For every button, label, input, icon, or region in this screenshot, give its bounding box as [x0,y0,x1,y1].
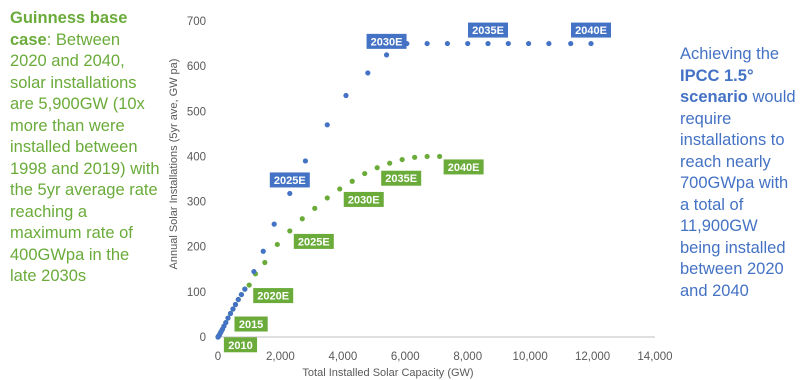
y-tick-label: 500 [187,106,206,118]
x-tick-label: 6,000 [391,351,420,363]
ipcc-point [230,306,236,312]
base-case-year-label: 2020E [257,291,289,303]
ipcc-point [223,319,229,326]
base-case-point [349,178,355,184]
base-case-point [337,186,343,192]
ipcc-year-label: 2025E [274,175,306,187]
base-case-point [262,259,268,266]
ipcc-point [232,301,239,308]
base-case-year-label-box [293,233,334,249]
base-case-year-label-box [253,288,294,304]
base-case-point [437,153,443,160]
ipcc-point [235,296,241,303]
x-axis-title: Total Installed Solar Capacity (GW) [302,367,473,379]
x-tick-label: 2,000 [266,351,295,363]
base-case-year-label: 2035E [385,173,417,185]
base-case-year-label-box [443,159,484,175]
y-tick-label: 200 [187,242,206,254]
ipcc-note: Achieving the IPCC 1.5° scenario would r… [680,44,800,302]
ipcc-point [251,268,257,275]
ipcc-point [465,40,471,47]
base-case-point [362,170,368,177]
base-case-point [374,165,380,171]
ipcc-scenario-term: IPCC 1.5° scenario [680,66,754,107]
ipcc-point [424,40,430,47]
ipcc-point [260,248,266,254]
ipcc-point [444,40,451,47]
ipcc-point [365,70,371,76]
base-case-year-label-box [381,170,422,186]
ipcc-point [238,291,245,298]
ipcc-point [525,40,532,47]
ipcc-point [324,122,330,128]
base-case-year-label: 2010 [228,340,252,352]
base-case-point [274,241,280,248]
base-case-point [246,282,252,288]
base-case-note: Guinness base case: Between 2020 and 204… [10,8,160,288]
ipcc-point [287,190,293,197]
ipcc-point [588,40,594,47]
y-tick-label: 100 [187,287,206,299]
base-case-year-label: 2030E [348,194,380,206]
base-case-point [324,195,330,201]
base-case-year-label-box [234,316,268,332]
base-case-year-label-box [223,337,258,353]
ipcc-point [546,40,552,47]
y-tick-label: 700 [187,16,206,28]
x-tick-label: 14,000 [637,351,672,363]
base-case-year-label: 2040E [448,162,480,174]
ipcc-point [302,158,308,164]
base-case-point [412,154,418,160]
ipcc-point [242,286,248,292]
base-case-point [299,216,305,222]
base-case-heading: Guinness base case [10,9,128,49]
x-tick-label: 8,000 [453,351,482,363]
base-case-point [312,205,318,211]
data-labels: 2010 2015 2020E 2025E 2030E 2035E 2040E 2025E 20… [223,22,612,353]
y-tick-label: 400 [187,151,206,163]
ipcc-point [505,40,511,47]
base-case-point [287,228,293,234]
x-tick-label: 10,000 [513,351,548,363]
data-points [215,40,594,340]
ipcc-point [227,310,234,317]
y-tick-label: 600 [187,61,206,73]
axes: 0 100 200 300 400 500 600 700 0 2,000 4,000 6,000 8,… [187,16,673,363]
ipcc-point [225,315,231,321]
ipcc-year-label: 2040E [575,25,607,37]
base-case-year-label-box [343,191,384,207]
ipcc-point [485,40,491,47]
base-case-text: : Between 2020 and 2040, solar installat… [10,30,160,286]
x-tick-label: 4,000 [328,351,357,363]
ipcc-text-end: would require installations to reach nea… [680,88,796,300]
y-axis-title: Annual Solar Installations (5yr ave, GW … [168,59,180,270]
ipcc-year-label: 2035E [472,25,504,37]
base-case-year-label: 2015 [239,319,263,331]
ipcc-point [383,52,390,58]
y-tick-label: 300 [187,197,206,209]
ipcc-year-label-box [366,33,407,49]
ipcc-point [271,221,277,227]
ipcc-point [568,40,574,47]
ipcc-year-label-box [571,22,612,38]
x-tick-label: 0 [215,351,221,363]
x-tick-label: 12,000 [575,351,610,363]
base-case-year-label: 2025E [298,236,330,248]
ipcc-point [343,92,349,99]
base-case-point [387,160,393,166]
ipcc-year-label-box [468,22,509,38]
base-case-point [399,156,405,163]
y-tick-label: 0 [200,332,206,344]
base-case-point [424,153,430,160]
ipcc-year-label: 2030E [371,36,403,48]
ipcc-text-start: Achieving the [680,45,780,63]
ipcc-year-label-box [269,172,310,188]
